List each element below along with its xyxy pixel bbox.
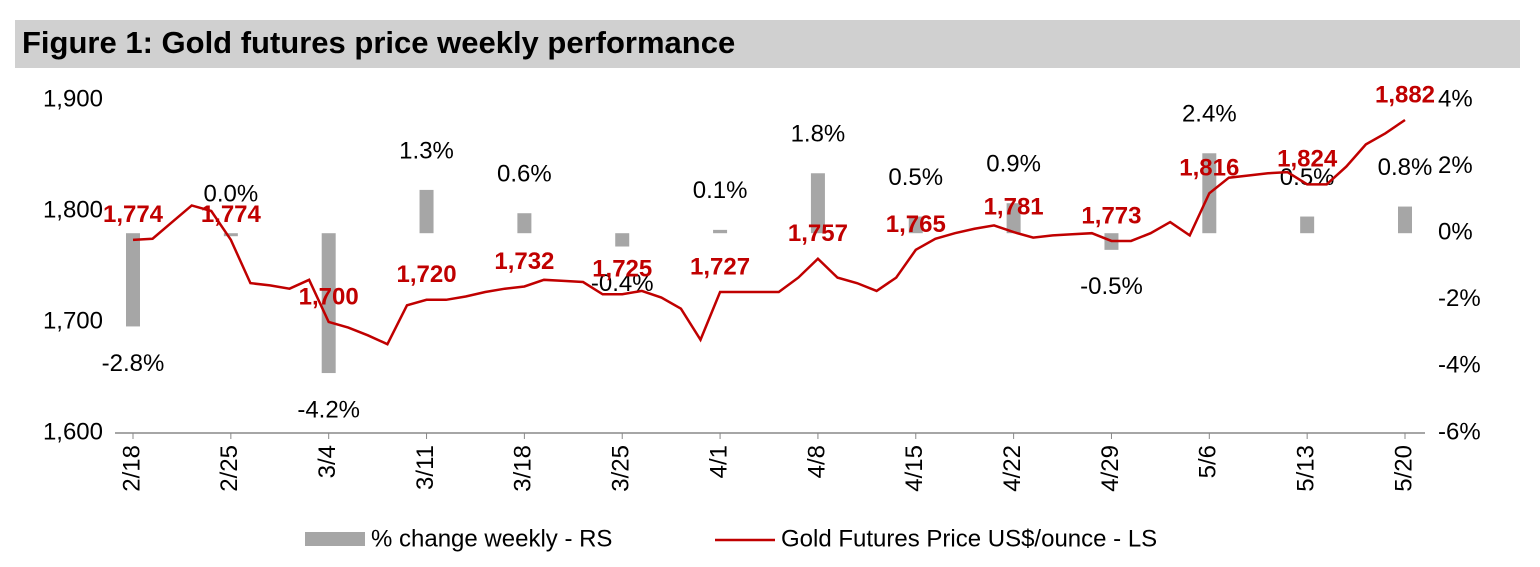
y2-tick-label: -4%	[1438, 352, 1481, 379]
x-tick-label: 4/29	[1097, 445, 1124, 492]
bar-label: 0.0%	[203, 181, 258, 208]
bar	[713, 229, 728, 234]
line-label: 1,700	[299, 283, 359, 310]
x-tick-label: 5/6	[1195, 445, 1222, 478]
bar-label: 2.4%	[1182, 101, 1237, 128]
bar	[1398, 206, 1412, 234]
legend-label: % change weekly - RS	[371, 525, 612, 552]
bar-label: 0.1%	[693, 177, 748, 204]
price-line	[132, 118, 1406, 346]
line-label: 1,774	[201, 201, 262, 228]
y-tick-label: 1,800	[43, 196, 103, 223]
line-label: 1,727	[690, 253, 750, 280]
bar-label: 0.8%	[1378, 154, 1433, 181]
y-tick-label: 1,600	[43, 418, 103, 445]
bar-label: -2.8%	[102, 350, 165, 377]
bar-label: 1.8%	[791, 121, 846, 148]
title-bar	[15, 20, 1520, 68]
line-label: 1,725	[592, 256, 652, 283]
line-label: 1,720	[397, 261, 457, 288]
bar-label: 1.3%	[399, 137, 454, 164]
bar-label: 0.9%	[986, 151, 1041, 178]
y2-tick-label: -2%	[1438, 285, 1481, 312]
x-tick-label: 4/1	[705, 445, 732, 478]
bar-label: 0.5%	[888, 164, 943, 191]
y2-tick-label: -6%	[1438, 418, 1481, 445]
bar-label: -0.5%	[1080, 273, 1143, 300]
bar	[517, 213, 532, 234]
x-tick-label: 3/25	[608, 445, 635, 492]
x-tick-label: 4/8	[803, 445, 830, 478]
bar	[321, 233, 336, 374]
bar-label: -4.2%	[297, 396, 360, 423]
y-tick-label: 1,900	[43, 85, 103, 112]
y-tick-label: 1,700	[43, 307, 103, 334]
legend-swatch	[305, 532, 365, 546]
x-tick-label: 2/18	[118, 445, 145, 492]
line-label: 1,765	[886, 211, 946, 238]
bar	[419, 189, 434, 234]
line-label: 1,757	[788, 220, 848, 247]
x-tick-label: 2/25	[216, 445, 243, 492]
x-tick-label: 3/18	[510, 445, 537, 492]
bar	[908, 216, 923, 234]
y2-tick-label: 2%	[1438, 152, 1473, 179]
bar	[223, 233, 238, 237]
bar	[1300, 216, 1315, 234]
x-tick-label: 3/11	[412, 445, 439, 490]
x-tick-label: 5/13	[1292, 445, 1319, 492]
line-label: 1,773	[1081, 202, 1141, 229]
x-tick-label: 4/15	[901, 445, 928, 492]
x-tick-label: 5/20	[1390, 445, 1417, 492]
bar-label: 0.6%	[497, 161, 552, 188]
chart-title: Figure 1: Gold futures price weekly perf…	[22, 25, 735, 60]
x-tick-label: 4/22	[999, 445, 1026, 492]
bar	[810, 173, 825, 234]
bar	[1006, 203, 1021, 234]
line-label: 1,781	[984, 193, 1044, 220]
y2-tick-label: 0%	[1438, 219, 1473, 246]
line-label: 1,774	[103, 201, 164, 228]
line-label: 1,882	[1375, 81, 1435, 108]
y2-tick-label: 4%	[1438, 85, 1473, 112]
bar-label: 0.5%	[1280, 164, 1335, 191]
x-tick-label: 3/4	[314, 445, 341, 478]
line-label: 1,824	[1277, 146, 1338, 173]
legend-label: Gold Futures Price US$/ounce - LS	[781, 525, 1157, 552]
line-label: 1,816	[1179, 155, 1239, 182]
line-label: 1,732	[494, 248, 554, 275]
bar	[126, 233, 140, 327]
bar	[615, 233, 630, 247]
